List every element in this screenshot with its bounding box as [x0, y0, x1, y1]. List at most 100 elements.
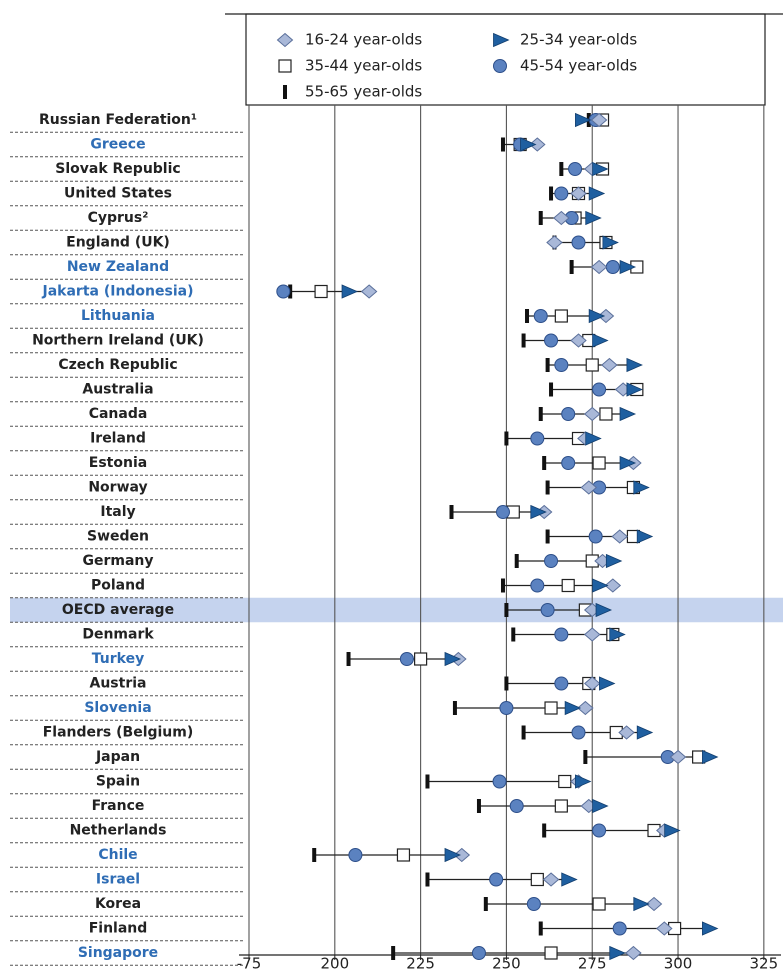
category-label: Poland — [91, 578, 145, 594]
diamond-marker — [542, 872, 560, 887]
bar-marker — [521, 725, 526, 740]
diamond-marker — [360, 284, 378, 299]
diamond-marker — [570, 186, 587, 201]
x-tick-label: 325 — [750, 955, 779, 970]
triangle-marker — [605, 553, 623, 569]
diamond-marker — [546, 235, 563, 250]
bar-marker — [500, 137, 505, 152]
square-marker — [592, 897, 606, 911]
bar-marker — [504, 603, 509, 617]
triangle-marker — [633, 896, 650, 912]
circle-marker — [544, 554, 559, 568]
category-label: Czech Republic — [58, 357, 177, 373]
square-marker — [414, 652, 428, 666]
triangle-marker — [599, 676, 616, 691]
bar-marker — [583, 750, 588, 764]
x-tick-label: 225 — [406, 955, 435, 970]
square-marker — [530, 872, 544, 887]
square-marker — [554, 309, 568, 323]
circle-marker — [554, 676, 569, 691]
triangle-marker — [575, 774, 592, 789]
bar-marker — [538, 921, 543, 936]
square-marker — [544, 946, 558, 960]
bar-marker — [545, 480, 550, 495]
bar-marker — [545, 358, 550, 372]
bar-marker — [569, 260, 574, 274]
category-label: Turkey — [92, 651, 144, 667]
category-label: Austria — [90, 676, 147, 692]
triangle-marker — [636, 725, 654, 740]
x-tick-label: 250 — [492, 955, 521, 970]
circle-marker — [612, 921, 627, 936]
diamond-marker — [590, 112, 608, 128]
category-label: Chile — [98, 847, 137, 863]
diamond-marker — [645, 896, 663, 912]
circle-marker — [489, 872, 504, 887]
legend-label: 35-44 year-olds — [305, 57, 422, 75]
diamond-marker — [669, 749, 687, 765]
triangle-marker — [602, 235, 619, 250]
triangle-marker — [564, 700, 582, 716]
bar-marker — [283, 85, 287, 99]
diamond-marker — [453, 847, 471, 863]
triangle-marker — [636, 529, 654, 544]
legend-label: 16-24 year-olds — [305, 31, 422, 49]
category-label: France — [92, 798, 145, 814]
category-label: Ireland — [90, 431, 146, 447]
x-tick-label: 275 — [578, 955, 607, 970]
category-label: Korea — [95, 896, 141, 912]
category-label: Norway — [88, 480, 147, 496]
circle-marker — [540, 603, 555, 617]
bar-marker — [452, 701, 457, 715]
diamond-marker — [611, 529, 628, 544]
bar-marker — [483, 897, 488, 911]
diamond-marker — [583, 406, 601, 422]
circle-marker — [495, 505, 510, 519]
triangle-marker — [609, 945, 626, 961]
circle-marker — [568, 162, 583, 176]
bar-marker — [559, 162, 564, 176]
bar-marker — [542, 823, 547, 838]
category-label: United States — [64, 186, 172, 202]
triangle-marker — [626, 382, 643, 397]
legend-label: 45-54 year-olds — [520, 57, 637, 75]
category-label: Japan — [95, 749, 140, 765]
square-marker — [314, 284, 328, 299]
category-label: Italy — [100, 504, 135, 520]
square-marker — [585, 358, 599, 372]
bar-marker — [538, 407, 543, 421]
square-marker — [599, 407, 613, 421]
bar-marker — [514, 554, 519, 568]
circle-marker — [571, 235, 586, 250]
bar-marker — [500, 578, 505, 593]
circle-marker — [571, 725, 586, 740]
triangle-marker — [341, 284, 359, 299]
diamond-marker — [570, 333, 587, 348]
category-label: Australia — [82, 382, 153, 398]
triangle-marker — [561, 872, 578, 887]
diamond-marker — [625, 945, 642, 961]
square-marker — [544, 701, 558, 715]
triangle-marker — [619, 406, 637, 422]
category-label: Germany — [82, 553, 153, 569]
triangle-marker — [575, 112, 592, 128]
triangle-marker — [592, 798, 609, 814]
category-label: Flanders (Belgium) — [43, 725, 194, 741]
bar-marker — [538, 211, 543, 225]
triangle-marker — [530, 504, 547, 520]
triangle-marker — [493, 32, 510, 48]
diamond-marker — [601, 357, 618, 373]
category-label: OECD average — [62, 602, 174, 618]
category-label: Spain — [96, 774, 140, 790]
triangle-marker — [664, 823, 681, 838]
category-label: Russian Federation¹ — [39, 112, 197, 128]
bar-marker — [549, 382, 554, 397]
triangle-marker — [702, 749, 719, 765]
bar-marker — [425, 872, 430, 887]
diamond-marker — [618, 725, 635, 740]
bar-marker — [476, 799, 481, 813]
diamond-marker — [553, 210, 570, 226]
circle-marker — [592, 823, 607, 838]
circle-marker — [471, 946, 486, 960]
